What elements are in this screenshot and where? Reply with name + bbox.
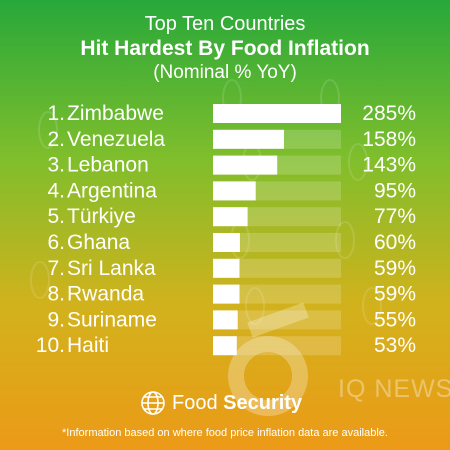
value-label: 77% xyxy=(374,205,416,228)
bar xyxy=(213,129,284,149)
decorative-leaf xyxy=(245,287,265,325)
bar-track xyxy=(213,258,341,278)
decorative-leaf xyxy=(30,261,50,299)
decorative-leaf xyxy=(38,111,58,149)
country-label: Sri Lanka xyxy=(67,257,156,280)
bar-track xyxy=(213,310,341,330)
decorative-leaf xyxy=(362,287,382,325)
bar xyxy=(213,284,240,304)
rank-label: 3. xyxy=(47,154,65,177)
rank-label: 5. xyxy=(47,205,65,228)
country-label: Zimbabwe xyxy=(67,102,164,125)
footnote: *Information based on where food price i… xyxy=(62,427,388,439)
bar xyxy=(213,336,237,356)
bar xyxy=(213,181,256,201)
title-line-1: Top Ten Countries xyxy=(144,13,306,35)
country-label: Suriname xyxy=(67,308,157,331)
food-security-label-regular: Food xyxy=(172,392,218,414)
rank-label: 9. xyxy=(47,308,65,331)
decorative-leaf xyxy=(335,221,355,259)
value-label: 285% xyxy=(362,102,416,125)
food-security-label-bold: Security xyxy=(223,392,303,414)
value-label: 59% xyxy=(374,283,416,306)
bar xyxy=(213,155,278,175)
country-label: Ghana xyxy=(67,231,130,254)
watermark-logo xyxy=(228,302,309,416)
title-block: Top Ten Countries Hit Hardest By Food In… xyxy=(0,12,450,85)
value-label: 143% xyxy=(362,154,416,177)
rank-label: 10. xyxy=(36,334,65,357)
rank-label: 7. xyxy=(47,257,65,280)
bar xyxy=(213,104,341,123)
food-security-label: Food Security xyxy=(172,391,302,415)
rank-label: 8. xyxy=(47,283,65,306)
country-label: Venezuela xyxy=(67,128,165,151)
value-label: 55% xyxy=(374,308,416,331)
value-label: 95% xyxy=(374,179,416,202)
title-line-2: Hit Hardest By Food Inflation xyxy=(80,37,370,60)
value-label: 53% xyxy=(374,334,416,357)
value-label: 60% xyxy=(374,231,416,254)
watermark-text: IQ NEWS xyxy=(338,375,450,403)
bar xyxy=(213,207,248,227)
bar-track xyxy=(213,336,341,356)
globe-icon xyxy=(141,391,165,415)
bar xyxy=(213,233,240,252)
country-label: Rwanda xyxy=(67,283,144,306)
value-label: 158% xyxy=(362,128,416,151)
value-label: 59% xyxy=(374,257,416,280)
bar-track xyxy=(213,233,341,252)
rank-label: 2. xyxy=(47,128,65,151)
rank-label: 4. xyxy=(47,179,65,202)
bar xyxy=(213,310,238,330)
country-label: Haiti xyxy=(67,334,109,357)
title-line-3: (Nominal % YoY) xyxy=(153,62,297,83)
rank-label: 1. xyxy=(47,102,65,125)
country-label: Argentina xyxy=(67,179,157,202)
country-label: Türkiye xyxy=(67,205,136,228)
decorative-leaf xyxy=(348,143,368,181)
country-label: Lebanon xyxy=(67,154,149,177)
bar-track xyxy=(213,284,341,304)
bar xyxy=(213,258,240,278)
rank-label: 6. xyxy=(47,231,65,254)
